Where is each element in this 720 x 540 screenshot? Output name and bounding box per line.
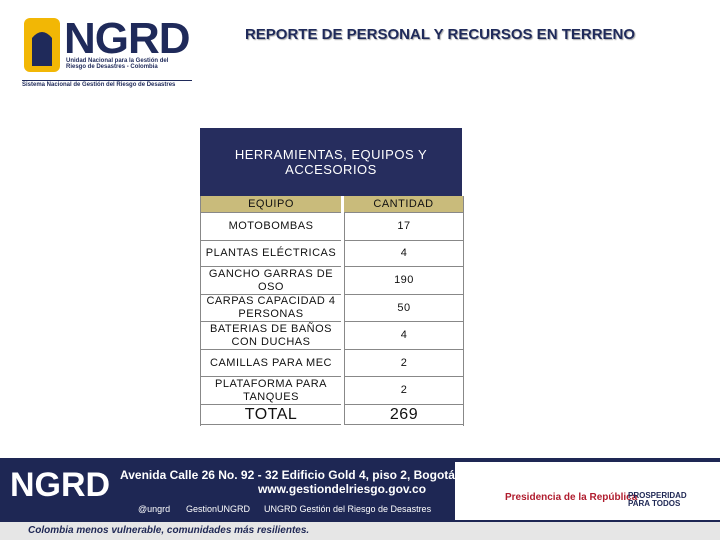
slogan: Colombia menos vulnerable, comunidades m…	[28, 525, 310, 536]
table: EQUIPO CANTIDAD MOTOBOMBAS 17 PLANTAS ELÉCTR…	[200, 196, 464, 426]
equipment-cell: CARPAS CAPACIDAD 4 PERSONAS	[201, 295, 341, 322]
footer-twitter: @ungrd	[138, 504, 171, 514]
prosperity: PROSPERIDAD PARA TODOS	[628, 491, 687, 508]
footer-address: Avenida Calle 26 No. 92 - 32 Edificio Go…	[120, 468, 479, 482]
page-title: REPORTE DE PERSONAL Y RECURSOS EN TERREN…	[244, 26, 636, 43]
table-title: HERRAMIENTAS, EQUIPOS Y ACCESORIOS	[200, 128, 462, 196]
logo-icon	[24, 18, 60, 72]
slogan-band	[0, 522, 720, 540]
logo-system: Sistema Nacional de Gestión del Riesgo d…	[22, 80, 192, 88]
quantity-cell: 2	[344, 350, 463, 377]
quantity-cell: 50	[344, 295, 463, 322]
logo-subtitle: Unidad Nacional para la Gestión del Ries…	[66, 58, 169, 70]
quantity-cell: 4	[344, 322, 463, 350]
quantity-cell: 17	[344, 213, 463, 241]
logo-text: NGRD	[64, 14, 191, 63]
total-label: TOTAL	[201, 405, 341, 425]
footer-website: www.gestiondelriesgo.gov.co	[258, 482, 427, 496]
partners-panel	[455, 462, 720, 520]
equipment-cell: PLATAFORMA PARA TANQUES	[201, 377, 341, 405]
equipment-cell: PLANTAS ELÉCTRICAS	[201, 241, 341, 267]
column-header: EQUIPO	[201, 196, 341, 213]
presidency: Presidencia de la República	[505, 492, 638, 503]
quantity-cell: 2	[344, 377, 463, 405]
footer-youtube: UNGRD Gestión del Riesgo de Desastres	[264, 504, 432, 514]
total-value: 269	[344, 405, 463, 425]
footer-facebook: GestionUNGRD	[186, 504, 251, 514]
equipment-cell: MOTOBOMBAS	[201, 213, 341, 241]
quantity-cell: 4	[344, 241, 463, 267]
equipment-cell: BATERIAS DE BAÑOS CON DUCHAS	[201, 322, 341, 350]
equipment-cell: CAMILLAS PARA MEC	[201, 350, 341, 377]
footer-logo: NGRD	[10, 466, 111, 504]
column-header: CANTIDAD	[344, 196, 463, 213]
equipment-cell: GANCHO GARRAS DE OSO	[201, 267, 341, 295]
quantity-cell: 190	[344, 267, 463, 295]
